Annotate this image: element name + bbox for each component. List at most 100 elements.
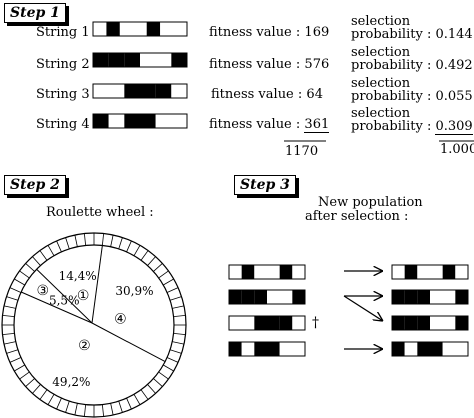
gene-black — [404, 265, 418, 279]
gene-white — [241, 316, 255, 330]
step1-label: Step 1 — [4, 3, 66, 23]
prob-value: 0.309 — [435, 119, 473, 135]
gene-white — [442, 342, 456, 356]
fitness-value: 64 — [306, 87, 323, 102]
string-outline — [92, 21, 188, 37]
prob-label-2: probability — [351, 58, 423, 73]
rim-tick — [83, 404, 87, 417]
rim-tick — [39, 389, 48, 400]
gene-black — [267, 342, 280, 356]
prob-value: 0.144 — [435, 27, 473, 42]
rim-tick — [3, 341, 16, 345]
string-name-2: String 2 — [36, 57, 90, 72]
rim-tick — [118, 400, 123, 413]
new-string-1 — [391, 264, 469, 280]
rim-tick — [140, 250, 149, 261]
gene-white — [455, 265, 468, 279]
gene-white — [279, 290, 293, 304]
rim-tick — [3, 305, 16, 309]
rim-tick — [32, 256, 41, 266]
rim-tick — [47, 245, 55, 256]
gene-black — [229, 342, 242, 356]
step3-title-2: after selection : — [305, 209, 409, 224]
rim-tick — [153, 378, 163, 387]
rim-tick — [126, 240, 132, 253]
rim-tick — [101, 404, 105, 417]
prob-label-1: selection — [351, 106, 411, 121]
slice-pct-4: 30,9% — [115, 284, 153, 298]
gene-black — [106, 22, 120, 36]
prob-label-2: probability — [351, 119, 423, 134]
gene-white — [442, 290, 456, 304]
gene-white — [108, 84, 125, 98]
gene-white — [430, 290, 443, 304]
slice-id-3: ③ — [36, 283, 49, 299]
fitness-label: fitness value — [211, 87, 294, 102]
rim-tick — [110, 234, 114, 247]
gene-black — [140, 114, 156, 128]
gene-black — [93, 53, 109, 67]
gene-black — [404, 290, 418, 304]
rim-tick — [65, 237, 70, 250]
old-string-3 — [228, 315, 306, 331]
gene-black — [146, 22, 161, 36]
string-outline — [228, 315, 306, 331]
gene-black — [267, 316, 280, 330]
gene-black — [229, 290, 242, 304]
rim-tick — [172, 305, 185, 309]
slice-boundary — [36, 268, 93, 324]
rim-tick — [2, 314, 15, 318]
rim-tick — [173, 332, 186, 336]
roulette-wheel — [1, 232, 187, 418]
fitness-label: fitness value — [209, 57, 292, 72]
gene-black — [171, 53, 187, 67]
fitness-value: 576 — [304, 57, 330, 72]
prob-row-4: selection probability : 0.309 — [351, 106, 473, 135]
rim-tick — [2, 332, 15, 336]
gene-black — [417, 290, 430, 304]
prob-label-2: probability — [351, 27, 423, 42]
rim-tick — [173, 314, 186, 318]
dagger-mark: † — [312, 315, 319, 331]
gene-black — [430, 342, 443, 356]
rim-tick — [110, 403, 114, 416]
fitness-row-3: fitness value : 64 — [211, 87, 323, 102]
rim-tick — [9, 357, 22, 363]
step3-title-1: New population — [318, 195, 423, 210]
slice-id-1: ① — [77, 288, 90, 304]
fitness-row-4: fitness value : 361 — [209, 117, 330, 133]
gene-white — [430, 265, 443, 279]
gene-white — [392, 265, 405, 279]
rim-tick — [19, 270, 30, 279]
prob-value: 0.492 — [435, 58, 473, 73]
string-name-1: String 1 — [36, 25, 90, 40]
prob-label-1: selection — [351, 76, 411, 91]
rim-tick — [147, 256, 156, 266]
gene-white — [93, 22, 107, 36]
rim-tick — [65, 400, 70, 413]
gene-white — [173, 22, 187, 36]
rim-tick — [140, 389, 149, 400]
gene-white — [241, 342, 255, 356]
rim-tick — [25, 263, 35, 272]
rim-tick — [166, 287, 179, 293]
gene-black — [455, 290, 468, 304]
rim-tick — [133, 394, 141, 405]
fitness-label: fitness value — [209, 25, 292, 40]
gene-white — [254, 265, 267, 279]
gene-black — [404, 316, 418, 330]
rim-tick — [19, 371, 30, 380]
fitness-row-1: fitness value : 169 — [209, 25, 330, 40]
rim-tick — [25, 378, 35, 387]
gene-string-1 — [92, 21, 188, 37]
gene-white — [171, 114, 187, 128]
old-population — [228, 264, 306, 357]
step1-gene-strings — [92, 21, 188, 129]
string-outline — [391, 264, 469, 280]
gene-black — [392, 342, 405, 356]
rim-tick — [56, 397, 62, 410]
slice-boundary — [20, 291, 93, 324]
slice-boundary — [91, 322, 166, 363]
gene-black — [417, 316, 430, 330]
